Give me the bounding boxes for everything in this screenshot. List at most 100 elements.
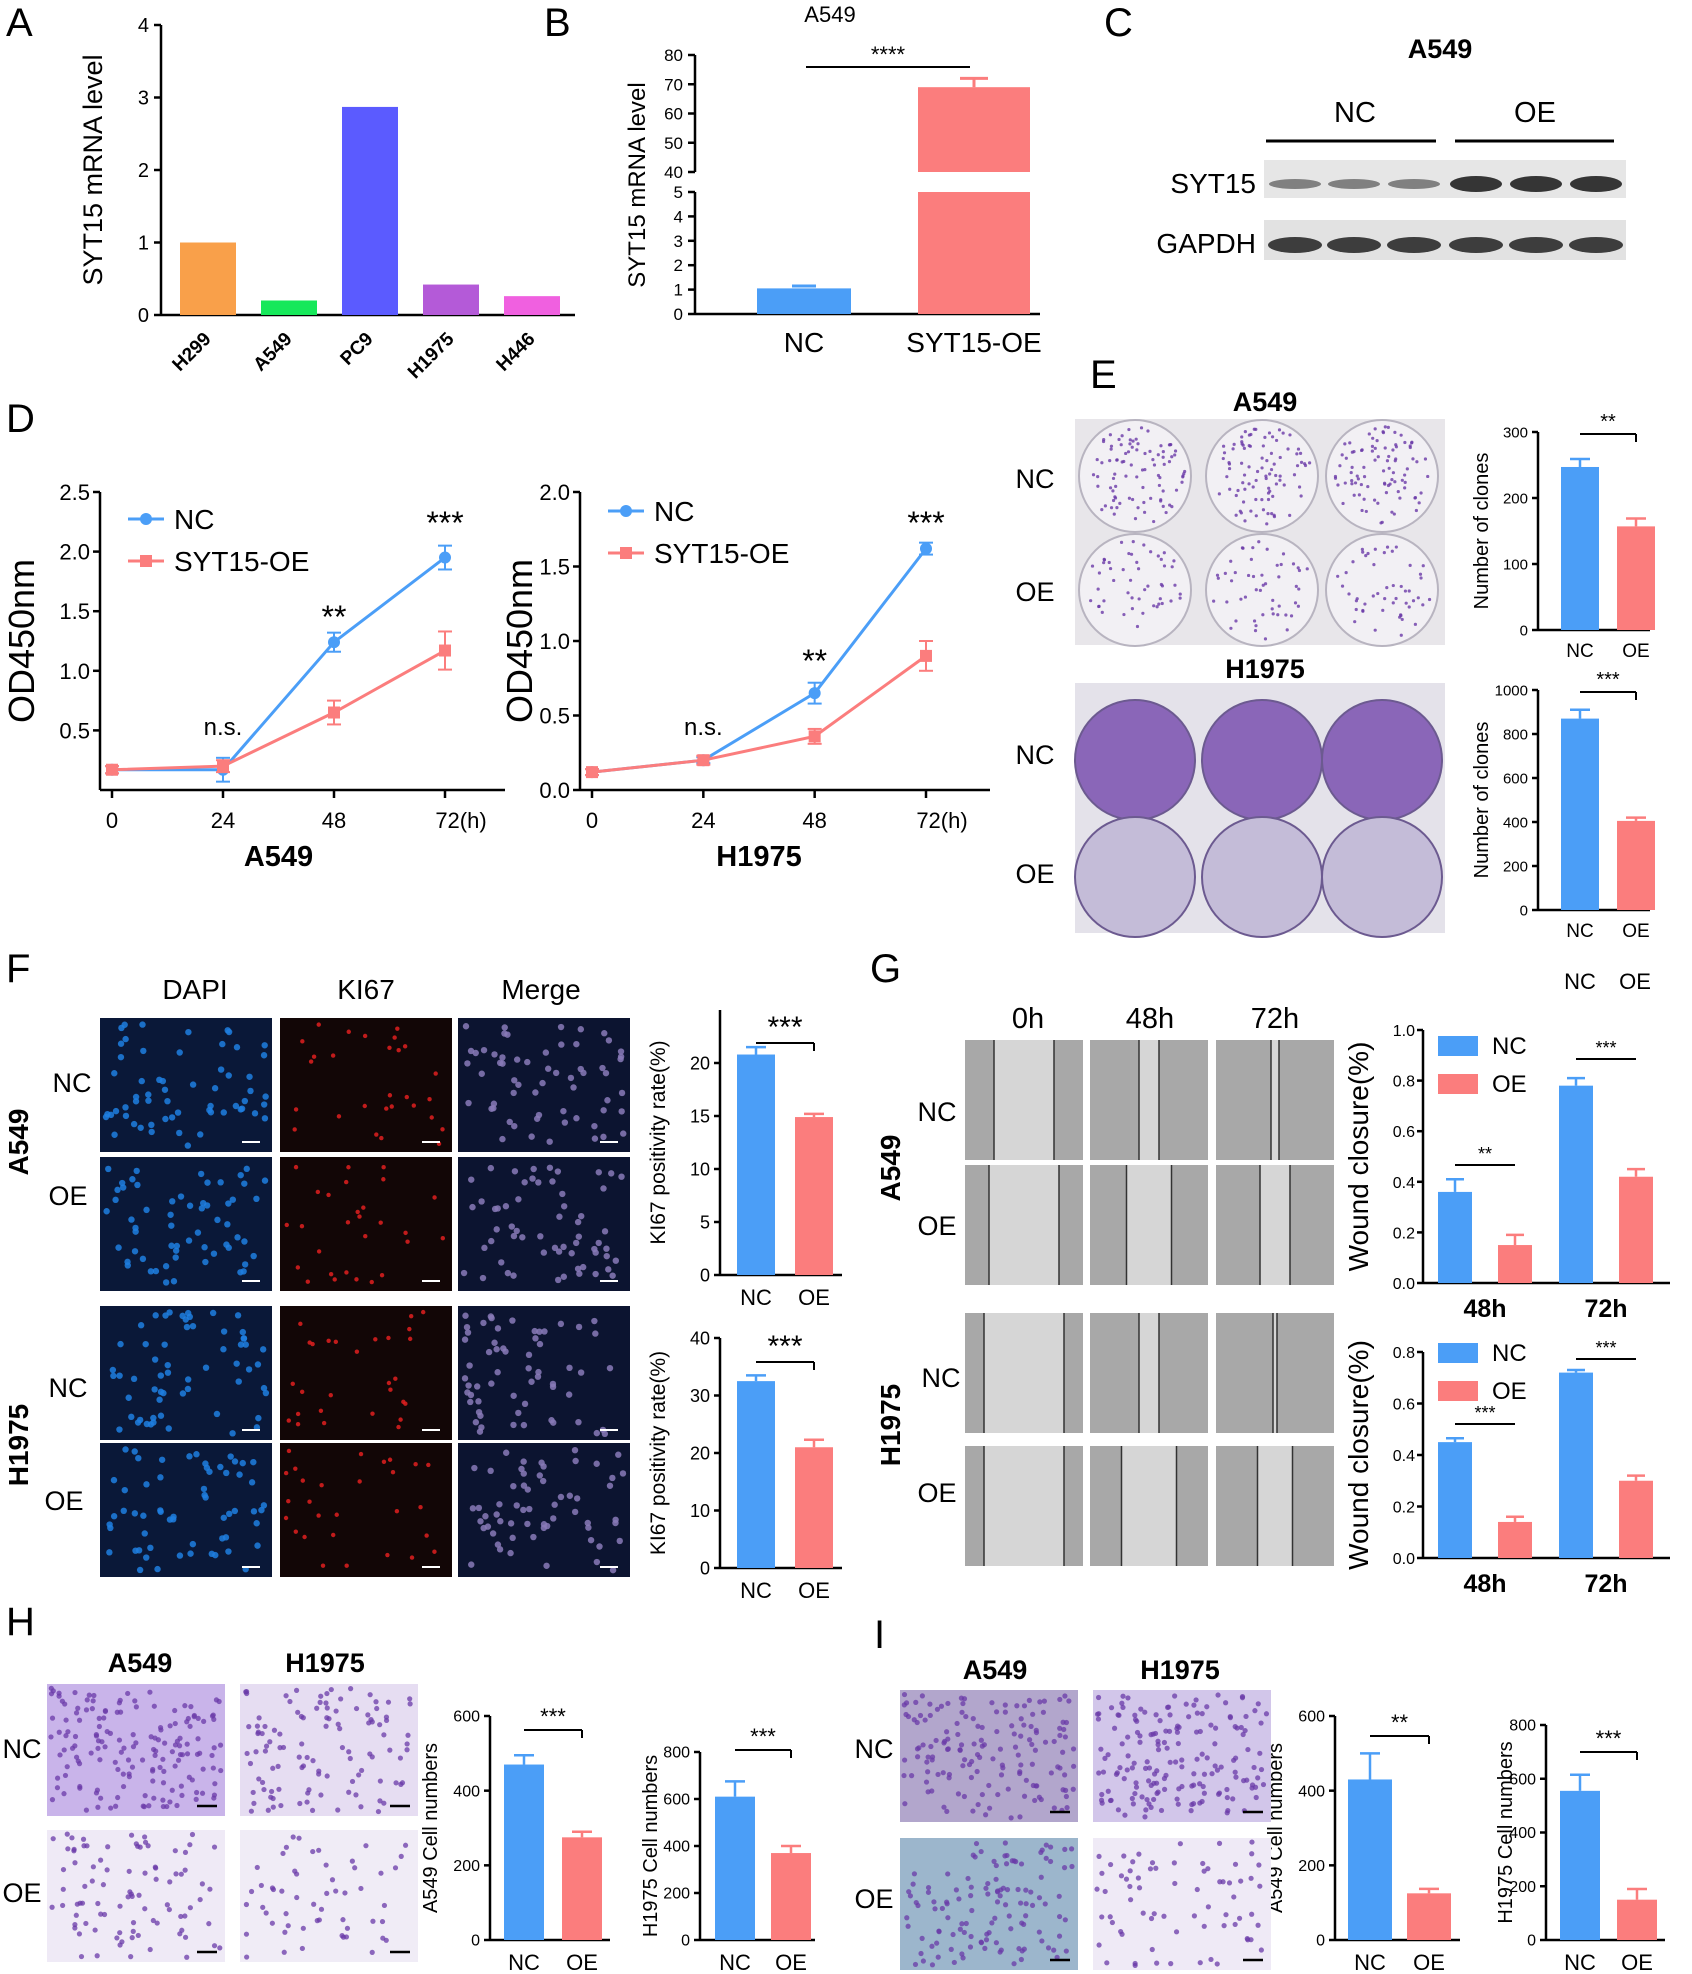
colony-dot (1361, 609, 1365, 613)
colony-dot (1097, 571, 1102, 575)
transwell-cell-dot (130, 1744, 137, 1750)
stray-label-oe: OE (1619, 969, 1651, 994)
transwell-cell-dot (1057, 1732, 1063, 1739)
transwell-cell-dot (324, 1705, 330, 1711)
transwell-cell-dot (1054, 1954, 1060, 1960)
transwell-cell-dot (333, 1708, 339, 1714)
if-cell-dot (507, 1549, 514, 1557)
transwell-cell-dot (191, 1714, 197, 1720)
if-cell-dot (525, 1351, 533, 1359)
colony-dot (1403, 589, 1408, 593)
colony-dot (1252, 619, 1257, 623)
annotation-label: n.s. (204, 714, 243, 741)
transwell-cell-dot (1174, 1729, 1181, 1735)
colony-dot (1333, 476, 1338, 480)
transwell-cell-dot (393, 1780, 399, 1786)
transwell-cell-dot (913, 1699, 919, 1705)
if-cell-dot (125, 1394, 132, 1401)
colony-dot (1251, 485, 1255, 489)
transwell-cell-dot (1212, 1741, 1218, 1747)
transwell-cell-dot (1175, 1801, 1181, 1807)
colony-dot (1352, 493, 1356, 497)
if-cell-dot (615, 1451, 622, 1458)
transwell-cell-dot (960, 1955, 966, 1961)
transwell-cell-dot (950, 1931, 956, 1938)
if-cell-dot (239, 1459, 246, 1467)
if-cell-dot (496, 1501, 503, 1508)
if-cell-dot (463, 1323, 471, 1331)
colony-dot (1271, 612, 1275, 616)
transwell-cell-dot (1173, 1929, 1180, 1935)
transwell-cell-dot (1047, 1858, 1054, 1865)
if-cell-dot (152, 1267, 160, 1275)
y-tick-label: 600 (453, 1709, 480, 1726)
transwell-cell-dot (276, 1786, 282, 1792)
transwell-cell-dot (1179, 1757, 1185, 1763)
if-image (100, 1018, 272, 1152)
x-label-nc: NC (719, 1950, 751, 1974)
if-cell-dot (396, 1047, 401, 1053)
transwell-cell-dot (316, 1917, 322, 1923)
transwell-cell-dot (902, 1757, 908, 1763)
transwell-cell-dot (269, 1920, 275, 1926)
transwell-cell-dot (931, 1899, 937, 1905)
if-cell-dot (242, 1341, 249, 1348)
colony-dot (1413, 622, 1417, 626)
transwell-cell-dot (1002, 1840, 1008, 1846)
if-cell-dot (510, 1272, 517, 1279)
if-cell-dot (381, 1165, 386, 1170)
if-cell-dot (179, 1390, 187, 1397)
if-cell-dot (601, 1228, 609, 1235)
if-cell-dot (293, 1529, 299, 1534)
colony-dot (1162, 551, 1166, 555)
y-tick-label: 0.4 (1393, 1175, 1415, 1192)
if-cell-dot (501, 1024, 508, 1031)
colony-dot (1266, 512, 1270, 516)
if-cell-dot (293, 1164, 299, 1170)
transwell-cell-dot (65, 1846, 71, 1852)
colony-dot (1360, 448, 1364, 453)
transwell-cell-dot (152, 1864, 158, 1870)
bar-nc-72h (1559, 1372, 1593, 1558)
colony-dot (1379, 521, 1383, 525)
transwell-cell-dot (132, 1698, 138, 1704)
transwell-cell-dot (199, 1790, 206, 1796)
transwell-cell-dot (985, 1880, 991, 1887)
if-cell-dot (381, 1177, 386, 1182)
colony-dot (1254, 624, 1258, 628)
transwell-cell-dot (1153, 1712, 1159, 1718)
transwell-cell-dot (1038, 1796, 1044, 1803)
colony-title-h1975: H1975 (1225, 654, 1305, 684)
colony-dot (1371, 594, 1375, 598)
transwell-cell-dot (56, 1729, 62, 1735)
transwell-cell-dot (377, 1722, 383, 1728)
transwell-cell-dot (1132, 1790, 1138, 1797)
transwell-cell-dot (1142, 1709, 1148, 1715)
transwell-cell-dot (118, 1749, 124, 1755)
transwell-cell-dot (1004, 1852, 1010, 1859)
y-tick-label: 1.0 (59, 659, 90, 684)
if-cell-dot (226, 1510, 233, 1518)
data-point-syt15-oe (106, 763, 118, 776)
if-cell-dot (566, 1364, 573, 1372)
y-tick-label: 30 (690, 1386, 710, 1406)
if-cell-dot (468, 1176, 475, 1183)
if-cell-dot (390, 1469, 396, 1475)
transwell-cell-dot (125, 1690, 131, 1697)
transwell-cell-dot (101, 1911, 108, 1918)
if-cell-dot (103, 1208, 110, 1215)
colony-dot (1121, 568, 1125, 572)
transwell-cell-dot (91, 1692, 97, 1699)
if-cell-dot (606, 1482, 614, 1489)
transwell-cell-dot (73, 1912, 79, 1918)
transwell-cell-dot (1032, 1747, 1038, 1753)
transwell-cell-dot (1021, 1703, 1028, 1709)
transwell-cell-dot (81, 1843, 87, 1849)
transwell-cell-dot (178, 1783, 184, 1789)
transwell-cell-dot (1132, 1960, 1138, 1967)
colony-dot (1167, 460, 1172, 464)
transwell-cell-dot (1004, 1887, 1011, 1893)
transwell-cell-dot (1201, 1771, 1208, 1777)
colony-dot (1178, 592, 1182, 596)
transwell-cell-dot (392, 1865, 399, 1871)
